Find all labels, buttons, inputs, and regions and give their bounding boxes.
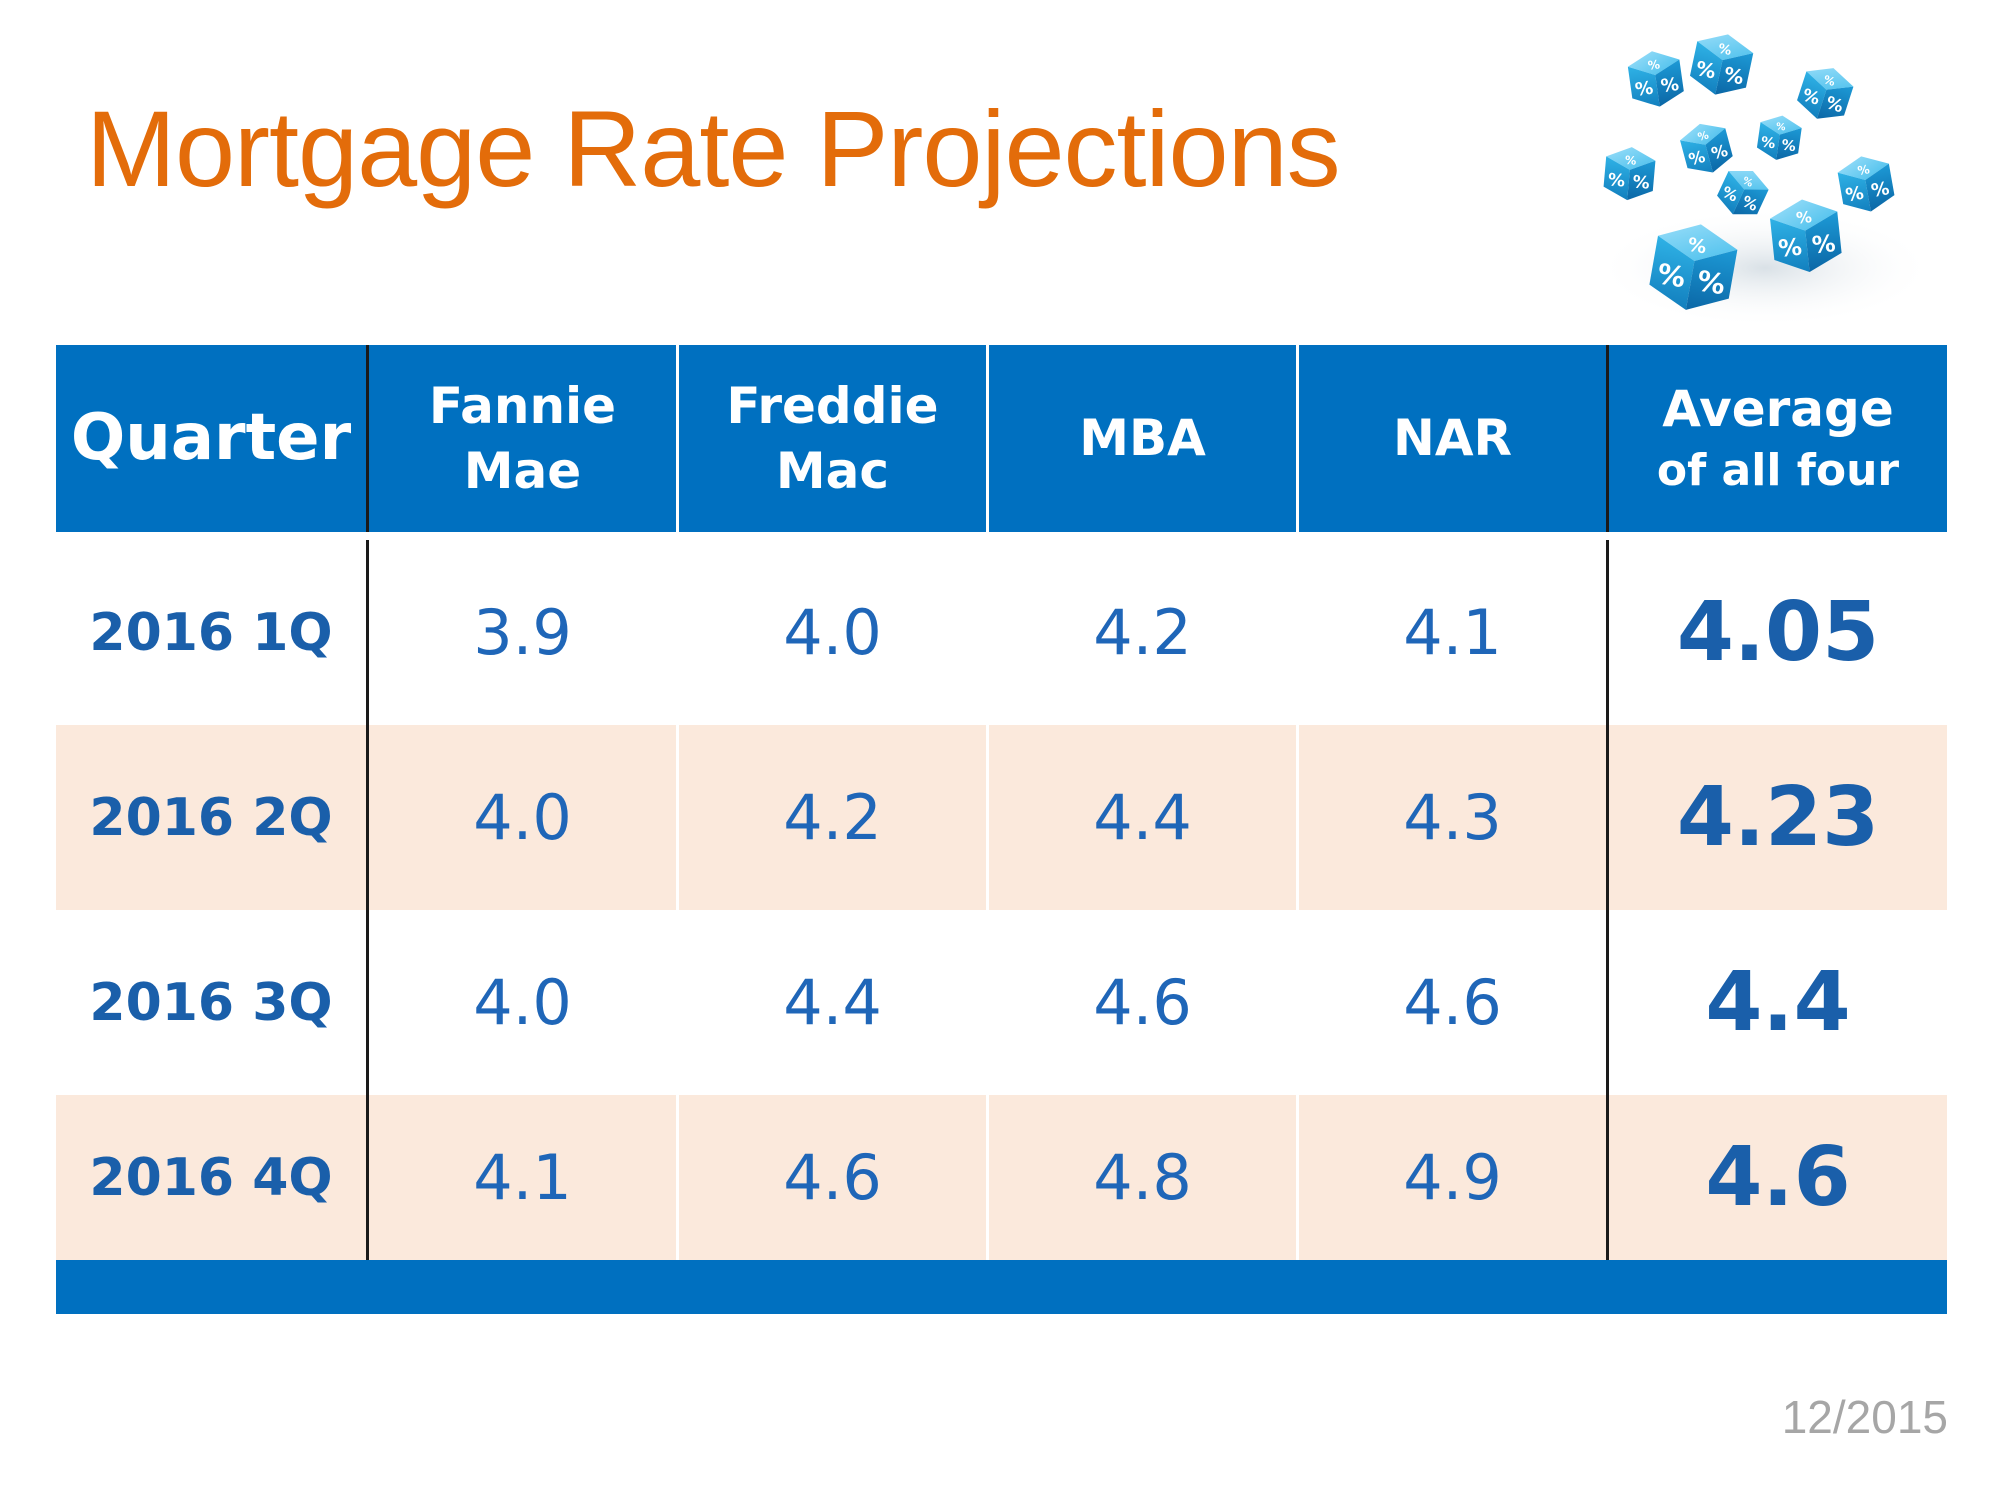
fannie-mae-cell: 4.0: [366, 910, 676, 1095]
column-header-average: Average of all four: [1606, 345, 1947, 532]
quarter-cell: 2016 4Q: [89, 1147, 333, 1208]
average-cell: 4.4: [1606, 910, 1947, 1095]
projection-table: Quarter Fannie Mae Freddie Mac MBA NAR Ave…: [56, 345, 1947, 1314]
average-cell: 4.23: [1606, 725, 1947, 910]
freddie-mac-cell: 4.4: [676, 910, 986, 1095]
fannie-mae-cell: 4.0: [366, 725, 676, 910]
mba-cell: 4.8: [986, 1095, 1296, 1260]
quarter-cell: 2016 1Q: [89, 602, 333, 663]
table-header-row: Quarter Fannie Mae Freddie Mac MBA NAR Ave…: [56, 345, 1947, 532]
mba-cell: 4.2: [986, 540, 1296, 725]
quarter-cell: 2016 2Q: [89, 787, 333, 848]
average-cell: 4.05: [1606, 540, 1947, 725]
table-row: 2016 1Q 3.9 4.0 4.2 4.1 4.05: [56, 540, 1947, 725]
column-header-mba: MBA: [986, 345, 1296, 532]
freddie-mac-cell: 4.0: [676, 540, 986, 725]
nar-cell: 4.9: [1296, 1095, 1606, 1260]
nar-cell: 4.1: [1296, 540, 1606, 725]
column-header-quarter: Quarter: [70, 400, 352, 475]
table-footer-bar: [56, 1260, 1947, 1314]
column-header-freddie-mac: Freddie Mac: [676, 345, 986, 532]
page-title: Mortgage Rate Projections: [86, 88, 1341, 209]
table-row: 2016 4Q 4.1 4.6 4.8 4.9 4.6: [56, 1095, 1947, 1260]
table-row: 2016 2Q 4.0 4.2 4.4 4.3 4.23: [56, 725, 1947, 910]
nar-cell: 4.3: [1296, 725, 1606, 910]
average-cell: 4.6: [1606, 1095, 1947, 1260]
fannie-mae-cell: 4.1: [366, 1095, 676, 1260]
column-header-fannie-mae: Fannie Mae: [366, 345, 676, 532]
mba-cell: 4.4: [986, 725, 1296, 910]
table-row: 2016 3Q 4.0 4.4 4.6 4.6 4.4: [56, 910, 1947, 1095]
freddie-mac-cell: 4.6: [676, 1095, 986, 1260]
mba-cell: 4.6: [986, 910, 1296, 1095]
fannie-mae-cell: 3.9: [366, 540, 676, 725]
percent-dice-icon: % % %: [1595, 28, 1935, 328]
date-label: 12/2015: [1781, 1391, 1948, 1443]
quarter-cell: 2016 3Q: [89, 972, 333, 1033]
nar-cell: 4.6: [1296, 910, 1606, 1095]
column-header-nar: NAR: [1296, 345, 1606, 532]
freddie-mac-cell: 4.2: [676, 725, 986, 910]
